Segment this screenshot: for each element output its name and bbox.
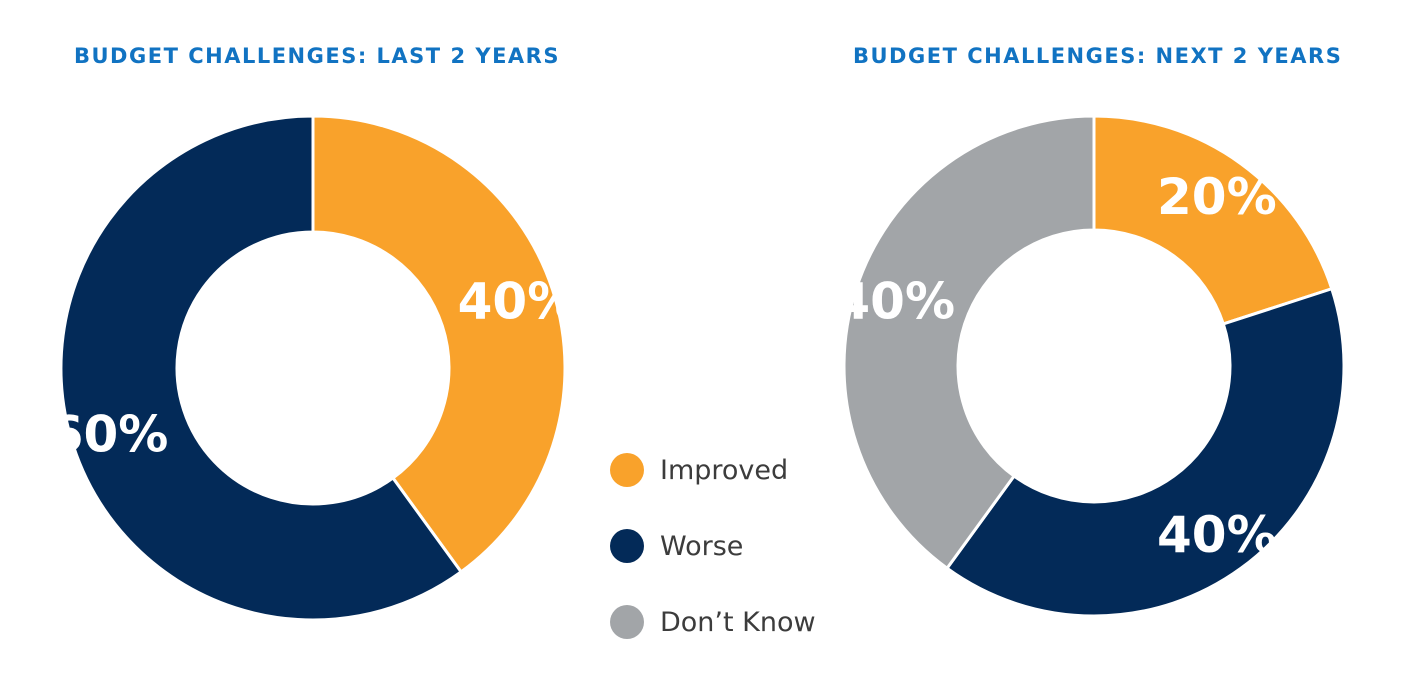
donut-chart-next-2-years: 20% 40% 40% (835, 114, 1346, 618)
data-label-don-t-know: 40% (835, 272, 955, 330)
legend-swatch-worse (610, 529, 644, 563)
data-label-improved: 40% (458, 273, 578, 331)
data-label-improved: 20% (1157, 168, 1277, 226)
legend-label-worse: Worse (660, 530, 744, 562)
legend-label-dont-know: Don’t Know (660, 606, 816, 638)
legend-swatch-improved (610, 453, 644, 487)
legend-item-improved: Improved (610, 450, 816, 490)
donut-chart-last-2-years: 40% 60% (49, 114, 578, 622)
data-label-worse: 60% (49, 405, 169, 463)
data-label-worse: 40% (1157, 506, 1277, 564)
donut-slice-worse (944, 286, 1346, 618)
donut-slice-worse (59, 114, 464, 622)
chart-title-last-2-years: BUDGET CHALLENGES: LAST 2 YEARS (74, 44, 560, 68)
donut-slice-improved (311, 114, 567, 574)
donut-slice-improved (1092, 114, 1334, 326)
donut-slice-don-t-know (842, 114, 1096, 571)
legend-item-worse: Worse (610, 526, 816, 566)
legend-item-dont-know: Don’t Know (610, 602, 816, 642)
legend-label-improved: Improved (660, 454, 789, 486)
chart-title-next-2-years: BUDGET CHALLENGES: NEXT 2 YEARS (853, 44, 1343, 68)
legend: Improved Worse Don’t Know (610, 450, 816, 678)
legend-swatch-dont-know (610, 605, 644, 639)
